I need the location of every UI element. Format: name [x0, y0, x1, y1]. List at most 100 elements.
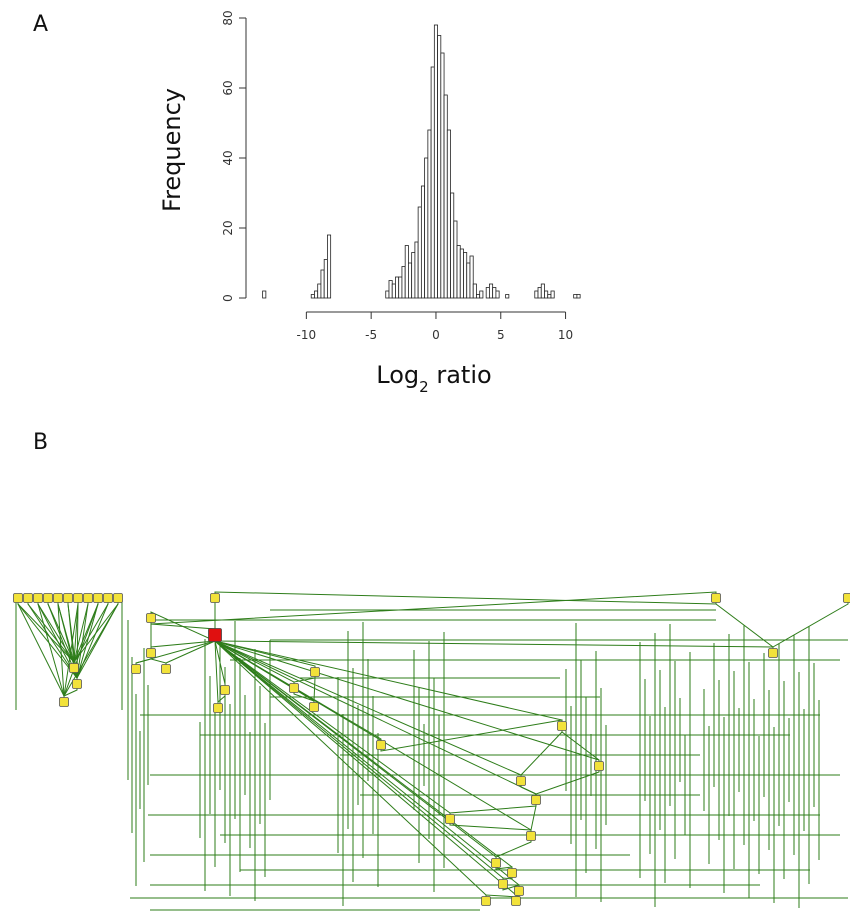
network-node [69, 663, 79, 673]
histogram-bar [323, 259, 328, 299]
network-node [511, 896, 521, 906]
histogram-bar [547, 294, 552, 299]
histogram-bars [262, 24, 581, 299]
network-node [526, 831, 536, 841]
histogram-bar [417, 206, 422, 299]
histogram-bar [573, 294, 578, 299]
histogram-bar [391, 283, 396, 299]
x-tick-label: 0 [432, 328, 440, 342]
network-edge [76, 598, 109, 684]
y-tick-label: 80 [221, 10, 235, 25]
histogram-bar [459, 248, 464, 299]
network-node [514, 886, 524, 896]
x-tick-label: -5 [365, 328, 377, 342]
network-edge [73, 598, 109, 668]
histogram-bar [310, 294, 315, 299]
histogram-bar [540, 283, 545, 299]
network-node [43, 593, 53, 603]
network-node [113, 593, 123, 603]
network-node [146, 613, 156, 623]
network-node [516, 776, 526, 786]
histogram-bar [456, 245, 461, 299]
histogram-bar [537, 287, 542, 299]
y-tick-label: 40 [221, 150, 235, 165]
network-node [23, 593, 33, 603]
histogram-bar [505, 294, 510, 299]
histogram-bar [430, 66, 435, 299]
network-edge [520, 726, 563, 781]
histogram-bar [476, 294, 481, 299]
network-node [13, 593, 23, 603]
histogram-bar [427, 129, 432, 299]
network-nodes [13, 593, 850, 906]
histogram-bar [414, 241, 419, 299]
network-node [53, 593, 63, 603]
network-node [73, 593, 83, 603]
network-node [33, 593, 43, 603]
y-tick-label: 20 [221, 220, 235, 235]
network-node [594, 761, 604, 771]
histogram-bar [534, 290, 539, 299]
histogram-bar [437, 35, 442, 299]
histogram-bar [472, 283, 477, 299]
network-node [220, 685, 230, 695]
x-tick-label: 10 [558, 328, 573, 342]
network-node [131, 664, 141, 674]
network-edge [772, 598, 849, 653]
y-axis-label: Frequency [158, 88, 186, 212]
network-edges [15, 591, 849, 911]
histogram-bar [314, 290, 319, 299]
network-node-highlighted [208, 628, 222, 642]
panel-label-b: B [33, 430, 49, 455]
histogram-bar [433, 24, 438, 299]
histogram-bar [479, 290, 484, 299]
network-node [768, 648, 778, 658]
network-node [557, 721, 567, 731]
x-axis-label-subscript: 2 [419, 378, 429, 396]
histogram-bar [469, 255, 474, 299]
network-node [161, 664, 171, 674]
network-edge [449, 800, 537, 819]
histogram-bar [408, 262, 413, 299]
histogram-bar [395, 276, 400, 299]
histogram-bar [424, 157, 429, 299]
x-axis-label-base: Log [376, 361, 419, 389]
histogram-bar [489, 283, 494, 299]
network-edge [214, 635, 520, 891]
network-node [309, 702, 319, 712]
histogram-bar [327, 234, 332, 299]
x-axis-label-rest: ratio [429, 361, 492, 389]
network-node [376, 740, 386, 750]
x-axis-ticks: -10 -5 0 5 10 [297, 312, 573, 342]
histogram-bar [485, 287, 490, 299]
network-node [491, 858, 501, 868]
network-edge [165, 635, 216, 669]
network-node [445, 814, 455, 824]
histogram-bar [550, 290, 555, 299]
histogram-bar [320, 269, 325, 299]
histogram-bar [262, 290, 267, 299]
histogram-bar [495, 290, 500, 299]
network-node [72, 679, 82, 689]
histogram-bar [466, 262, 471, 299]
network-edge [214, 635, 774, 653]
histogram-bar [453, 220, 458, 299]
network-node [210, 593, 220, 603]
histogram-bar [450, 192, 455, 299]
histogram-bar [398, 276, 403, 299]
histogram-bar [544, 290, 549, 299]
histogram-bar [317, 283, 322, 299]
histogram-bar [440, 52, 445, 299]
network-node [531, 795, 541, 805]
x-tick-label: 5 [497, 328, 505, 342]
network-edge [313, 672, 316, 707]
network-node [711, 593, 721, 603]
histogram-bar [446, 129, 451, 299]
histogram-chart: -10 -5 0 5 10 0 20 40 60 80 Frequency Log2 ratio [158, 10, 581, 396]
x-axis-label: Log2 ratio [376, 361, 491, 396]
network-node [103, 593, 113, 603]
histogram-bar [404, 245, 409, 299]
network-node [59, 697, 69, 707]
y-axis-ticks: 0 20 40 60 80 [221, 10, 246, 302]
network-node [63, 593, 73, 603]
